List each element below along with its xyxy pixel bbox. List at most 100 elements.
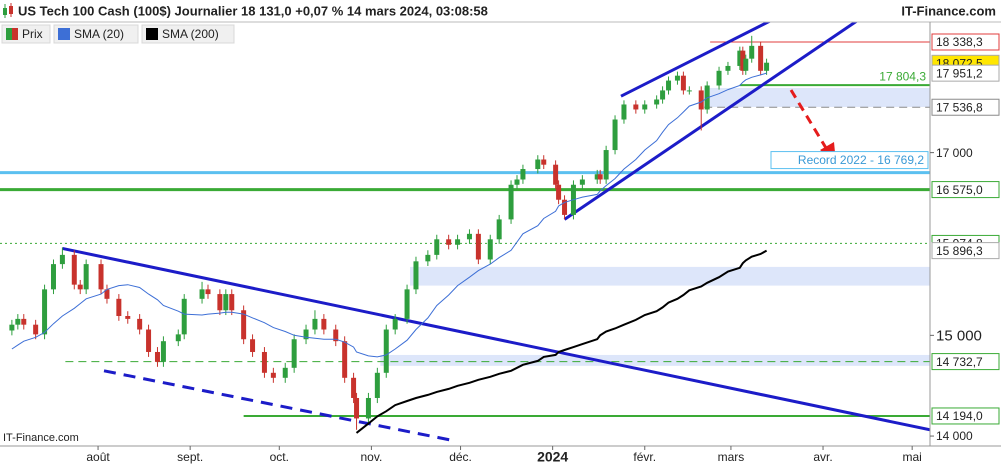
chart-title: US Tech 100 Cash (100$) Journalier 18 13… [18, 3, 488, 18]
candle-body [392, 318, 398, 330]
level-label: 17 804,3 [879, 69, 926, 83]
candle-body [383, 329, 389, 373]
candle-body [514, 179, 520, 185]
candle-body [59, 254, 65, 265]
candle-body [740, 50, 746, 71]
candle-body [181, 298, 187, 335]
candle-body [597, 174, 603, 180]
brand: IT-Finance.com [901, 3, 996, 18]
candle-body [475, 233, 481, 260]
candle-body [425, 254, 431, 262]
candle-body [674, 75, 680, 81]
candle-body [633, 104, 639, 110]
x-tick-label: nov. [361, 450, 383, 464]
candle-body [496, 219, 502, 240]
candle-body [374, 372, 380, 398]
candle-body [217, 294, 223, 311]
y-tick-label: 14 000 [936, 429, 973, 443]
candle-body [250, 339, 256, 352]
candle-body [223, 294, 229, 311]
candle-body [71, 254, 77, 285]
candle-body [553, 164, 559, 185]
x-tick-label: sept. [177, 450, 203, 464]
level-label: 18 338,3 [936, 35, 983, 49]
candle-body [434, 239, 440, 255]
candle-body [621, 104, 627, 120]
candle-body [342, 341, 348, 378]
candle-body [351, 377, 357, 398]
header-icon [3, 3, 13, 18]
legend-item-bg [53, 24, 139, 44]
candle-body [680, 75, 686, 91]
candle-body [21, 318, 27, 325]
candle-body [404, 289, 410, 319]
legend-label: SMA (20) [74, 27, 124, 41]
candle-body [42, 289, 48, 335]
candle-body [199, 289, 205, 299]
candle-body [241, 310, 247, 340]
candle-body [686, 90, 692, 92]
y-tick-label: 17 000 [936, 146, 973, 160]
candle-body [737, 50, 743, 66]
zone [704, 87, 930, 107]
level-label-box [931, 98, 1000, 116]
candle-body [487, 239, 493, 260]
candle-body [698, 90, 704, 110]
price-label: 17 951,2 [936, 66, 983, 80]
price-label: 15 896,3 [936, 244, 983, 258]
candle-body [98, 264, 104, 290]
sma-line [355, 249, 768, 434]
candle-body [83, 264, 89, 290]
candle-body [716, 70, 722, 86]
candle-body [9, 324, 15, 331]
candle-body [15, 318, 21, 325]
sma-line [11, 72, 767, 358]
candle-body [365, 397, 371, 419]
candle-body [77, 284, 83, 290]
x-tick-label: 2024 [537, 449, 568, 465]
candle-body [303, 329, 309, 340]
candle-body [50, 264, 56, 290]
level-label: 16 575,0 [936, 183, 983, 197]
level-label-box [931, 407, 1000, 425]
x-tick-label: déc. [449, 450, 472, 464]
legend-swatch [6, 28, 12, 40]
candle-body [125, 316, 131, 319]
candle-body [642, 104, 648, 110]
legend-label: SMA (200) [162, 27, 219, 41]
candle-body [282, 367, 288, 378]
candle-body [666, 80, 672, 91]
candle-body [541, 159, 547, 165]
level-label: 17 536,8 [936, 100, 983, 114]
candle-body [116, 298, 122, 317]
candle-body [455, 239, 461, 245]
legend-swatch [58, 28, 70, 40]
legend-label: Prix [22, 27, 43, 41]
zone [410, 266, 930, 286]
candle-body [556, 184, 562, 200]
candle-body [466, 233, 472, 240]
candle-body [579, 179, 585, 185]
candle-body [535, 159, 541, 170]
level-label-box [931, 33, 1000, 51]
candle-body [104, 289, 110, 299]
level-label-box [931, 181, 1000, 199]
candle-body [764, 62, 770, 71]
candle-body [743, 58, 749, 71]
candle-body [205, 289, 211, 295]
candle-body [312, 318, 318, 330]
candle-body [508, 184, 514, 220]
x-tick-label: août [86, 450, 110, 464]
price-label-box [931, 242, 1000, 260]
candle-body [758, 45, 764, 71]
candle-body [175, 334, 181, 342]
candle-body [146, 329, 152, 352]
candle-body [725, 65, 731, 71]
candle-body [520, 169, 526, 180]
candle-body [270, 372, 276, 378]
legend-item-bg [141, 24, 235, 44]
plot-area [0, 22, 930, 442]
candle-body [154, 351, 160, 362]
candle-body [333, 329, 339, 342]
